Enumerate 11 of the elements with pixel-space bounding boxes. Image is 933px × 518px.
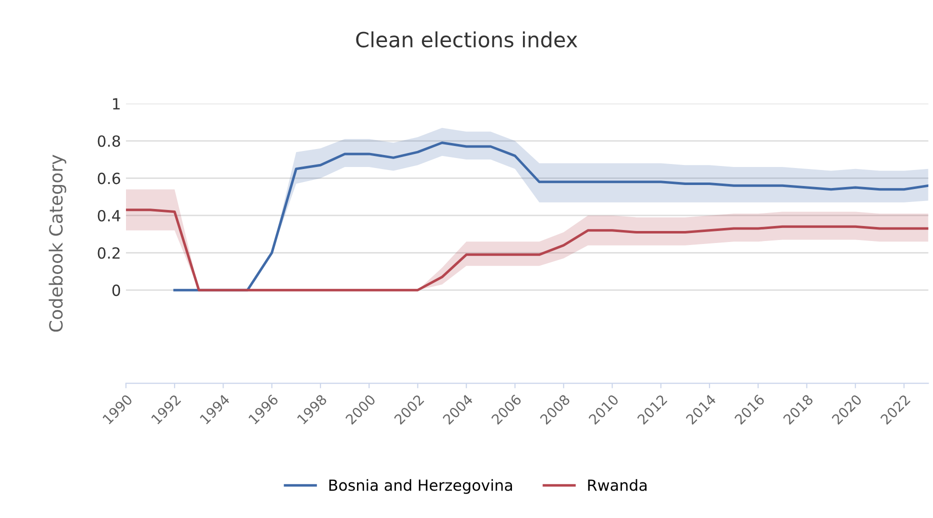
legend-label: Rwanda (588, 479, 647, 491)
y-tick-label: 1 (113, 98, 120, 110)
chart-title: Clean elections index (356, 31, 578, 48)
line-series (126, 208, 928, 292)
y-tick-label: 0.4 (98, 210, 120, 222)
y-tick-label: 0.8 (98, 135, 120, 147)
legend-label: Bosnia and Herzegovina (329, 479, 512, 494)
y-axis-title: Codebook Category (48, 154, 66, 332)
y-tick-label: 0.2 (98, 247, 120, 259)
y-tick-label: 0.6 (98, 172, 120, 184)
y-tick-label: 0 (112, 284, 120, 296)
